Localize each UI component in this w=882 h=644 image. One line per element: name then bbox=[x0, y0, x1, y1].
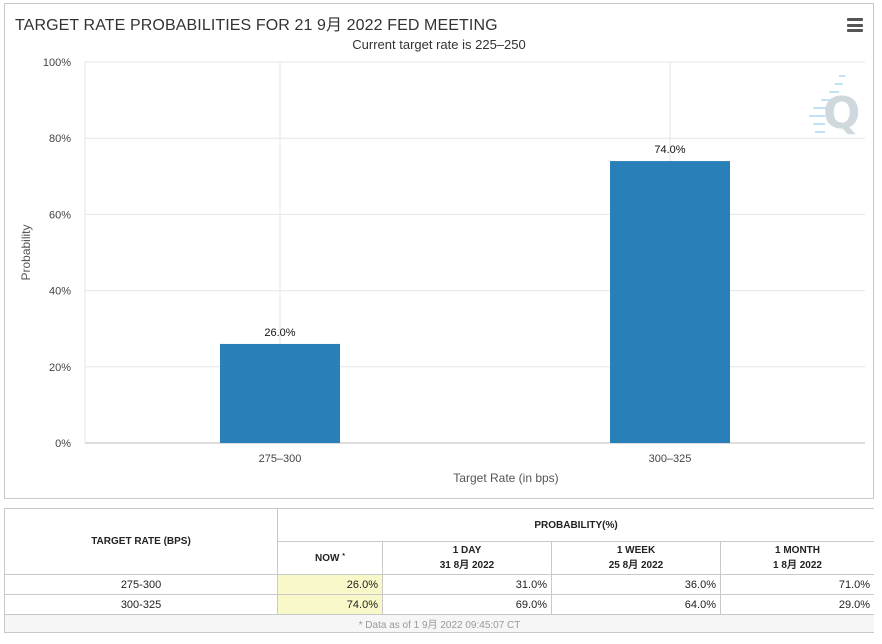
y-tick-label: 20% bbox=[49, 362, 71, 374]
col-now-header: NOW * bbox=[277, 541, 383, 575]
x-axis-title: Target Rate (in bps) bbox=[453, 471, 558, 485]
table-row: 275-300 26.0% 31.0% 36.0% 71.0% bbox=[4, 574, 874, 595]
data-timestamp-footnote: * Data as of 1 9月 2022 09:45:07 CT bbox=[4, 614, 874, 633]
y-tick-label: 80% bbox=[49, 133, 71, 145]
probability-table: TARGET RATE (BPS) PROBABILITY(%) NOW * 1… bbox=[4, 508, 874, 633]
svg-text:Q: Q bbox=[823, 88, 860, 139]
bar-data-label: 26.0% bbox=[264, 327, 295, 339]
x-tick-label: 275–300 bbox=[259, 453, 302, 465]
row-now-value: 74.0% bbox=[277, 594, 383, 615]
y-tick-label: 60% bbox=[49, 209, 71, 221]
col-target-rate-header: TARGET RATE (BPS) bbox=[4, 508, 278, 575]
y-axis-title: Probability bbox=[19, 224, 33, 280]
probability-table-wrap: TARGET RATE (BPS) PROBABILITY(%) NOW * 1… bbox=[4, 508, 874, 644]
col-probability-header: PROBABILITY(%) bbox=[276, 508, 874, 542]
row-1month-value: 71.0% bbox=[719, 574, 874, 595]
chart-title: TARGET RATE PROBABILITIES FOR 21 9月 2022… bbox=[15, 17, 498, 34]
row-1week-value: 64.0% bbox=[551, 594, 721, 615]
y-tick-label: 0% bbox=[55, 438, 71, 450]
bar bbox=[220, 343, 340, 443]
bar-chart: 0% 20% 40% 60% 80% 100% 26.0% 275–300 74.0% 300–3… bbox=[19, 57, 865, 485]
bar bbox=[610, 161, 730, 443]
row-now-value: 26.0% bbox=[277, 574, 383, 595]
hamburger-menu-icon[interactable] bbox=[847, 18, 863, 32]
row-1month-value: 29.0% bbox=[719, 594, 874, 615]
bar-data-label: 74.0% bbox=[654, 144, 685, 156]
y-tick-label: 40% bbox=[49, 286, 71, 298]
row-rate: 300-325 bbox=[4, 594, 278, 615]
table-row: 300-325 74.0% 69.0% 64.0% 29.0% bbox=[4, 594, 874, 615]
col-1week-header: 1 WEEK 25 8月 2022 bbox=[551, 541, 721, 575]
row-1day-value: 31.0% bbox=[382, 574, 552, 595]
x-tick-label: 300–325 bbox=[649, 453, 692, 465]
chart-subtitle: Current target rate is 225–250 bbox=[352, 37, 526, 52]
chart-panel: TARGET RATE PROBABILITIES FOR 21 9月 2022… bbox=[4, 3, 874, 499]
row-1day-value: 69.0% bbox=[382, 594, 552, 615]
row-1week-value: 36.0% bbox=[551, 574, 721, 595]
y-tick-label: 100% bbox=[43, 57, 71, 69]
col-1day-header: 1 DAY 31 8月 2022 bbox=[382, 541, 552, 575]
col-1month-header: 1 MONTH 1 8月 2022 bbox=[719, 541, 874, 575]
q-logo-watermark-icon: Q bbox=[809, 75, 860, 139]
row-rate: 275-300 bbox=[4, 574, 278, 595]
